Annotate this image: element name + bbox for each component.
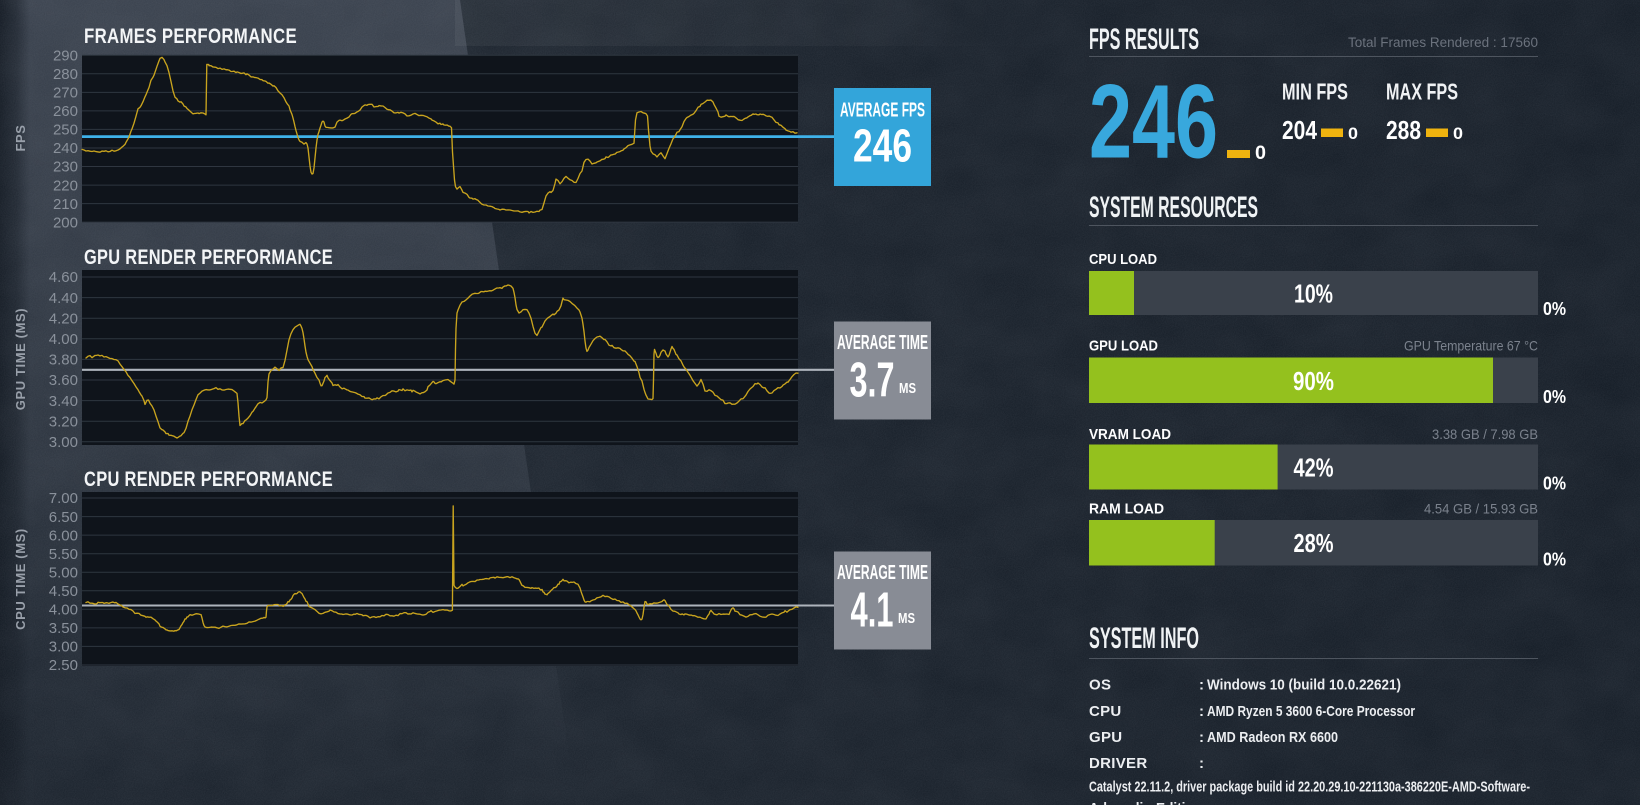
svg-text::: : <box>1199 677 1204 694</box>
svg-text:3.38 GB / 7.98 GB: 3.38 GB / 7.98 GB <box>1432 426 1538 442</box>
svg-text:MIN FPS: MIN FPS <box>1282 79 1348 105</box>
svg-text:4.54 GB / 15.93 GB: 4.54 GB / 15.93 GB <box>1424 501 1538 517</box>
svg-text:28%: 28% <box>1294 528 1334 558</box>
svg-text::: : <box>1199 755 1204 772</box>
svg-text:0%: 0% <box>1543 299 1566 319</box>
svg-text:0: 0 <box>1255 143 1266 164</box>
svg-text:SYSTEM RESOURCES: SYSTEM RESOURCES <box>1089 191 1258 224</box>
svg-text:4.50: 4.50 <box>49 583 78 600</box>
svg-text:GPU RENDER PERFORMANCE: GPU RENDER PERFORMANCE <box>84 246 333 269</box>
svg-text:AVERAGE TIME: AVERAGE TIME <box>837 332 928 354</box>
svg-text:GPU Temperature 67 °C: GPU Temperature 67 °C <box>1404 338 1538 354</box>
svg-text:290: 290 <box>53 48 78 65</box>
svg-text:4.20: 4.20 <box>49 310 78 327</box>
svg-text:3.7: 3.7 <box>850 354 895 408</box>
svg-text:VRAM LOAD: VRAM LOAD <box>1089 426 1171 443</box>
svg-text:246: 246 <box>1089 64 1218 181</box>
svg-text:GPU TIME (MS): GPU TIME (MS) <box>13 308 28 410</box>
svg-text:0: 0 <box>1348 124 1358 143</box>
svg-text:200: 200 <box>53 214 78 231</box>
svg-text:Windows 10 (build 10.0.22621): Windows 10 (build 10.0.22621) <box>1207 677 1401 694</box>
svg-text:288: 288 <box>1386 115 1421 145</box>
svg-text:220: 220 <box>53 177 78 194</box>
svg-text:3.50: 3.50 <box>49 620 78 637</box>
svg-text:90%: 90% <box>1293 366 1334 396</box>
svg-text::: : <box>1199 729 1204 746</box>
svg-text:230: 230 <box>53 159 78 176</box>
svg-text:GPU: GPU <box>1089 729 1122 746</box>
svg-text:RAM LOAD: RAM LOAD <box>1089 501 1164 518</box>
svg-text:3.40: 3.40 <box>49 393 78 410</box>
svg-text:0%: 0% <box>1543 474 1566 494</box>
svg-text:280: 280 <box>53 66 78 83</box>
svg-text:4.00: 4.00 <box>49 331 78 348</box>
svg-text:FRAMES PERFORMANCE: FRAMES PERFORMANCE <box>84 25 297 48</box>
svg-text:204: 204 <box>1282 115 1317 145</box>
svg-text:3.00: 3.00 <box>49 434 78 451</box>
svg-text:Adrenalin-Edition: Adrenalin-Edition <box>1089 800 1202 805</box>
svg-text:3.20: 3.20 <box>49 413 78 430</box>
svg-text:246: 246 <box>853 120 912 172</box>
svg-text:MS: MS <box>899 380 916 397</box>
svg-text:FPS RESULTS: FPS RESULTS <box>1089 23 1199 56</box>
svg-text:3.60: 3.60 <box>49 372 78 389</box>
svg-text:FPS: FPS <box>13 124 28 151</box>
svg-text:2.50: 2.50 <box>49 657 78 674</box>
svg-text:6.50: 6.50 <box>49 509 78 526</box>
svg-text:0%: 0% <box>1543 387 1566 407</box>
svg-text:MAX FPS: MAX FPS <box>1386 79 1458 105</box>
svg-text:AMD Radeon RX 6600: AMD Radeon RX 6600 <box>1207 729 1338 746</box>
svg-text:4.00: 4.00 <box>49 602 78 619</box>
svg-text:260: 260 <box>53 103 78 120</box>
svg-text:CPU: CPU <box>1089 703 1122 720</box>
svg-text:270: 270 <box>53 85 78 102</box>
svg-text:SYSTEM INFO: SYSTEM INFO <box>1089 622 1199 655</box>
svg-text:3.00: 3.00 <box>49 639 78 656</box>
svg-text:42%: 42% <box>1294 453 1334 483</box>
svg-text:AVERAGE FPS: AVERAGE FPS <box>840 100 925 122</box>
svg-text:DRIVER: DRIVER <box>1089 755 1147 772</box>
svg-text:10%: 10% <box>1294 279 1333 309</box>
svg-text:6.00: 6.00 <box>49 527 78 544</box>
svg-text:MS: MS <box>898 610 915 627</box>
svg-text:3.80: 3.80 <box>49 352 78 369</box>
svg-text:4.40: 4.40 <box>49 290 78 307</box>
svg-text:210: 210 <box>53 196 78 213</box>
svg-text:Catalyst 22.11.2, driver packa: Catalyst 22.11.2, driver package build i… <box>1089 779 1530 796</box>
svg-text:4.60: 4.60 <box>49 269 78 286</box>
svg-text:CPU LOAD: CPU LOAD <box>1089 251 1157 268</box>
svg-text:CPU RENDER PERFORMANCE: CPU RENDER PERFORMANCE <box>84 468 333 491</box>
svg-text:0: 0 <box>1453 124 1463 143</box>
svg-text:CPU TIME (MS): CPU TIME (MS) <box>13 528 28 630</box>
svg-text:0%: 0% <box>1543 550 1566 570</box>
svg-text:250: 250 <box>53 122 78 139</box>
svg-text:240: 240 <box>53 140 78 157</box>
svg-text:4.1: 4.1 <box>851 584 894 638</box>
svg-text:OS: OS <box>1089 677 1111 694</box>
svg-text:Total Frames Rendered : 17560: Total Frames Rendered : 17560 <box>1348 35 1538 50</box>
svg-text:AMD Ryzen 5 3600 6-Core Proces: AMD Ryzen 5 3600 6-Core Processor <box>1207 703 1415 720</box>
svg-text:5.00: 5.00 <box>49 564 78 581</box>
svg-text:GPU LOAD: GPU LOAD <box>1089 338 1158 355</box>
svg-text:AVERAGE TIME: AVERAGE TIME <box>837 562 928 584</box>
svg-text:5.50: 5.50 <box>49 546 78 563</box>
svg-text:7.00: 7.00 <box>49 490 78 507</box>
svg-text::: : <box>1199 703 1204 720</box>
